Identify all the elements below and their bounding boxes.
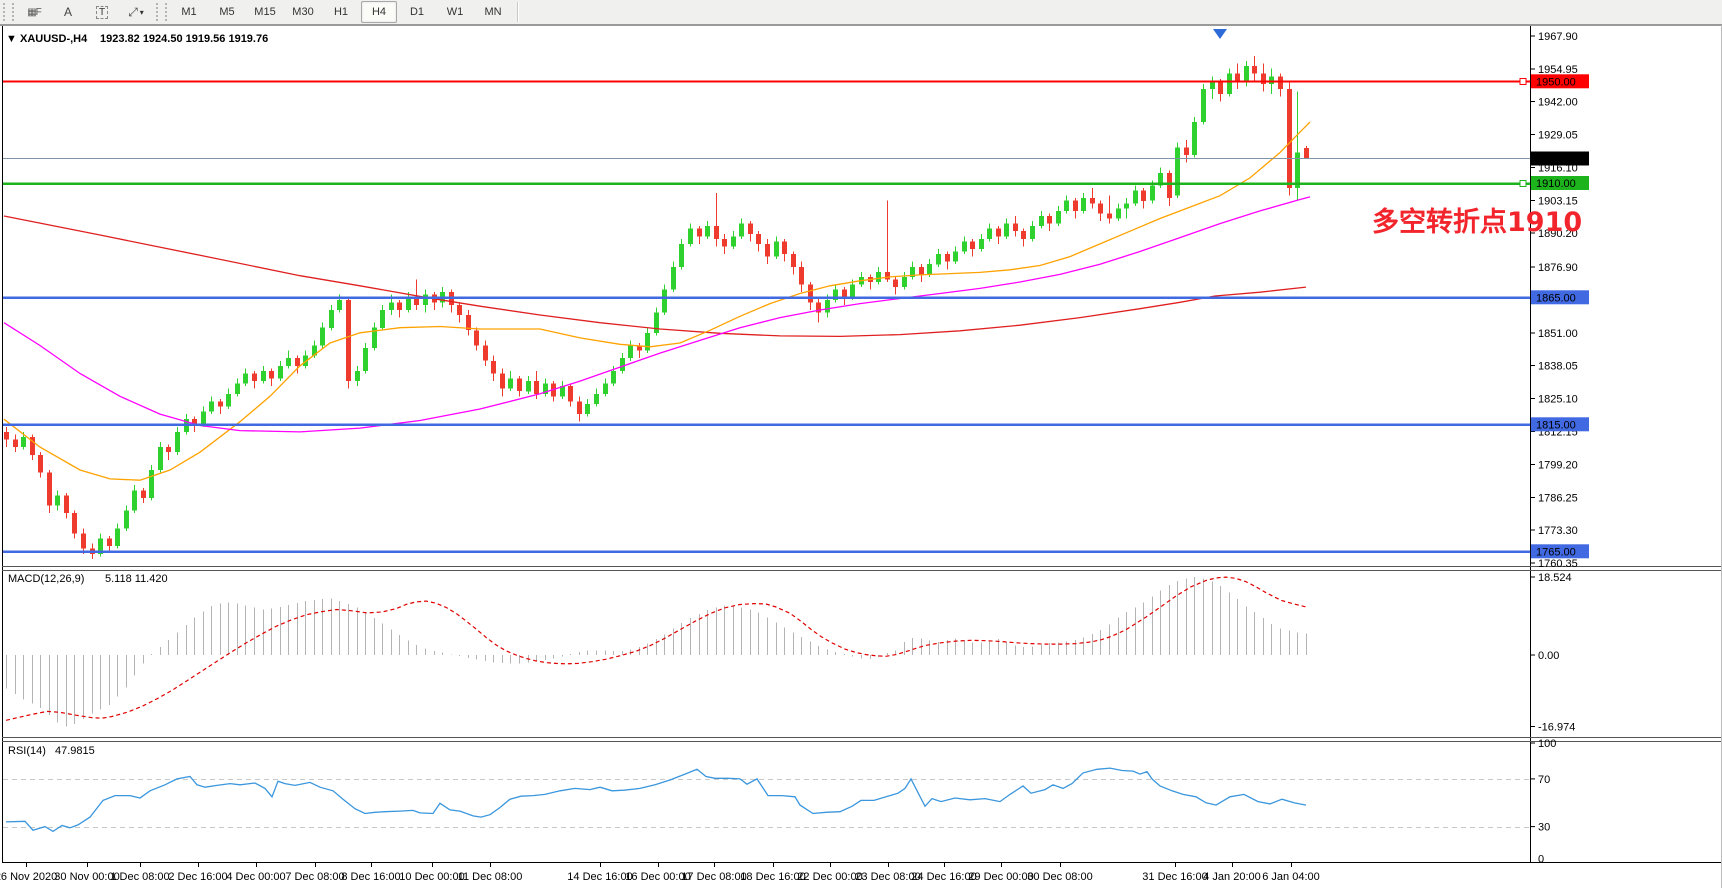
chart-grid-icon[interactable]: ▦F <box>27 6 42 18</box>
timeframe-button-h1[interactable]: H1 <box>333 6 349 18</box>
timeframe-button-m15[interactable]: M15 <box>254 6 276 18</box>
level-badge: 1765.00 <box>1536 546 1576 558</box>
toolbar-grip2[interactable] <box>156 3 167 21</box>
toolbar-grip[interactable] <box>3 3 14 21</box>
timeframe-button-m5[interactable]: M5 <box>219 6 235 18</box>
date-label: 6 Jan 04:00 <box>1262 871 1320 883</box>
ohlc-values: 1923.82 1924.50 1919.56 1919.76 <box>100 33 268 45</box>
timeframe-button-m1[interactable]: M1 <box>181 6 197 18</box>
date-label: 29 Dec 00:00 <box>968 871 1033 883</box>
timeframe-group: M1 M5 M15 M30 H1 H4 D1 W1 MN <box>170 1 512 23</box>
macd-label: MACD(12,26,9) <box>8 573 84 585</box>
price-scale[interactable]: 1967.901954.951942.001929.051916.101903.… <box>1530 31 1589 570</box>
rsi-value: 47.9815 <box>55 745 95 757</box>
shapes-icon[interactable]: ⤢ ▾ <box>128 4 144 19</box>
macd-scale-min: -16.974 <box>1538 722 1575 734</box>
macd-scale-zero: 0.00 <box>1538 650 1559 662</box>
date-label: 30 Dec 08:00 <box>1027 871 1092 883</box>
rsi-panel: RSI(14) 47.9815 100 70 30 0 <box>3 738 1556 866</box>
symbol-dropdown-icon: ▼ <box>6 33 17 45</box>
date-label: 30 Nov 00:00 <box>54 871 119 883</box>
date-label: 1 Dec 08:00 <box>110 871 169 883</box>
level-badge: 1910.00 <box>1536 178 1576 190</box>
date-label: 7 Dec 08:00 <box>285 871 344 883</box>
price-tick: 1967.90 <box>1538 31 1578 43</box>
rsi-scale-tick: 100 <box>1538 738 1556 750</box>
ma-magenta-line <box>3 196 1311 433</box>
chevron-down-icon: ▾ <box>139 7 144 17</box>
rsi-scale-tick: 30 <box>1538 822 1550 834</box>
date-label: 8 Dec 16:00 <box>341 871 400 883</box>
macd-signal-line <box>5 576 1307 721</box>
price-tick: 1942.00 <box>1538 97 1578 109</box>
date-label: 11 Dec 08:00 <box>458 871 523 883</box>
timeframe-button-m30[interactable]: M30 <box>292 6 314 18</box>
date-label: 4 Dec 00:00 <box>226 871 285 883</box>
text-box-icon[interactable]: T <box>95 5 109 19</box>
price-tick: 1851.00 <box>1538 328 1578 340</box>
price-tick: 1838.05 <box>1538 361 1578 373</box>
rsi-label: RSI(14) <box>8 745 46 757</box>
date-label: 22 Dec 00:00 <box>797 871 862 883</box>
toolbar-separator <box>517 2 518 22</box>
macd-histogram <box>6 577 1307 727</box>
date-label: 18 Dec 16:00 <box>740 871 805 883</box>
current-price-badge: 1919.76 <box>1536 154 1576 166</box>
timeframe-button-d1[interactable]: D1 <box>409 6 425 18</box>
date-label: 4 Jan 20:00 <box>1203 871 1261 883</box>
date-label: 26 Nov 2020 <box>0 871 57 883</box>
toolbar: ▦F A T ⤢ ▾ M1 M5 M15 M30 H1 H4 D1 W1 MN <box>0 0 1722 25</box>
moving-averages <box>3 121 1311 481</box>
macd-panel: MACD(12,26,9) 5.118 11.420 18.524 0.00 -16.9… <box>5 572 1575 734</box>
level-badge: 1865.00 <box>1536 292 1576 304</box>
date-label: 10 Dec 00:00 <box>399 871 464 883</box>
price-tick: 1929.05 <box>1538 130 1578 142</box>
level-lines[interactable] <box>3 78 1530 553</box>
timeframe-button-h4[interactable]: H4 <box>361 1 397 23</box>
price-tick: 1799.20 <box>1538 459 1578 471</box>
candles-layer <box>4 55 1309 559</box>
price-tick: 1825.10 <box>1538 394 1578 406</box>
rsi-line <box>5 767 1307 833</box>
price-tick: 1876.90 <box>1538 262 1578 274</box>
date-label: 23 Dec 08:00 <box>855 871 920 883</box>
text-label-icon[interactable]: A <box>63 5 72 19</box>
macd-values: 5.118 11.420 <box>105 573 168 585</box>
date-label: 14 Dec 16:00 <box>567 871 632 883</box>
symbol-label: XAUUSD-,H4 <box>20 33 88 45</box>
date-label: 31 Dec 16:00 <box>1142 871 1207 883</box>
price-tick: 1773.30 <box>1538 525 1578 537</box>
ma-red-line <box>3 215 1307 338</box>
price-tick: 1954.95 <box>1538 64 1578 76</box>
date-label: 2 Dec 16:00 <box>168 871 227 883</box>
price-tick: 1786.25 <box>1538 492 1578 504</box>
rsi-scale-tick: 70 <box>1538 774 1550 786</box>
level-badge: 1950.00 <box>1536 76 1576 88</box>
chart-shift-marker-icon[interactable] <box>1213 29 1227 39</box>
date-label: 16 Dec 00:00 <box>625 871 690 883</box>
date-label: 17 Dec 08:00 <box>681 871 746 883</box>
price-tick: 1760.35 <box>1538 558 1578 570</box>
timeframe-button-w1[interactable]: W1 <box>446 6 464 18</box>
price-tick: 1903.15 <box>1538 195 1578 207</box>
ma-orange-line <box>3 121 1311 481</box>
timeframe-button-mn[interactable]: MN <box>484 6 502 18</box>
price-tick: 1890.20 <box>1538 228 1578 240</box>
level-badge: 1815.00 <box>1536 419 1576 431</box>
chart-annotation-text: 多空转折点1910 <box>1372 207 1583 238</box>
date-label: 24 Dec 16:00 <box>911 871 976 883</box>
rsi-scale-tick: 0 <box>1538 854 1544 866</box>
chart-header[interactable]: ▼ XAUUSD-,H4 1923.82 1924.50 1919.56 1919.… <box>6 33 268 45</box>
macd-scale-max: 18.524 <box>1538 572 1572 584</box>
